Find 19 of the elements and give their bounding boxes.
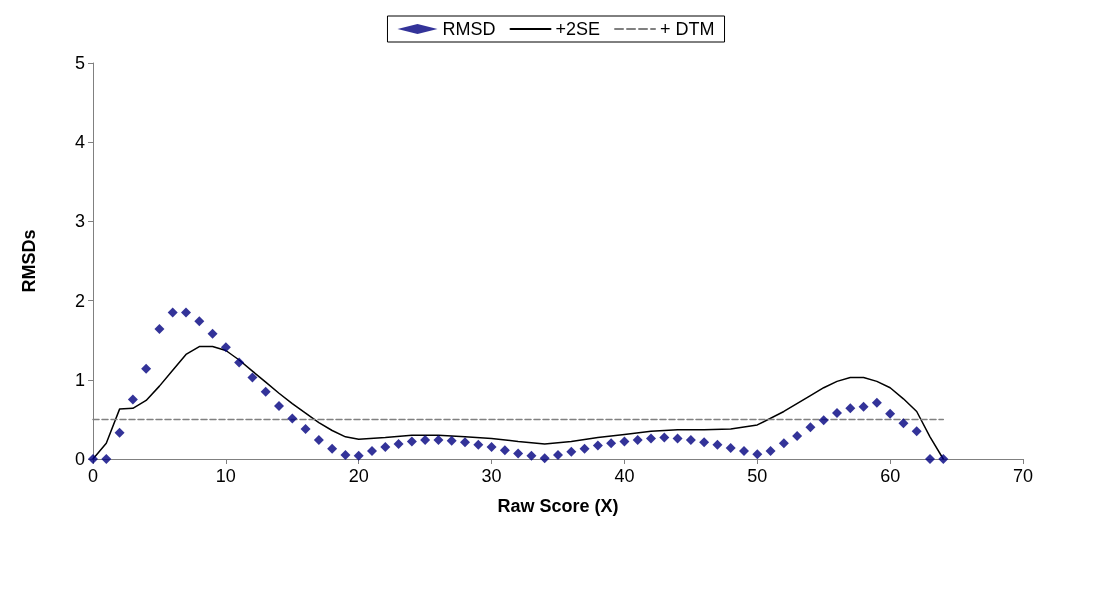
y-tick-label: 2 xyxy=(74,290,85,311)
y-axis-title: RMSDs xyxy=(19,229,39,293)
x-tick-label: 0 xyxy=(87,466,99,486)
x-tick-label: 30 xyxy=(481,466,502,486)
x-tick-label: 40 xyxy=(614,466,635,486)
y-tick-label: 0 xyxy=(74,449,85,469)
x-tick-label: 50 xyxy=(747,466,768,486)
legend-label: +2SE xyxy=(555,19,601,39)
x-tick-label: 70 xyxy=(1012,466,1034,486)
y-tick-label: 1 xyxy=(74,369,85,390)
legend-label: + DTM xyxy=(660,19,715,39)
x-tick-label: 10 xyxy=(215,466,236,486)
legend-label: RMSD xyxy=(442,19,496,39)
x-tick-label: 60 xyxy=(880,466,901,486)
x-axis-title: Raw Score (X) xyxy=(497,496,619,516)
x-tick-label: 20 xyxy=(348,466,369,486)
y-tick-label: 5 xyxy=(74,53,85,73)
y-tick-label: 4 xyxy=(74,132,85,153)
y-tick-label: 3 xyxy=(74,211,85,232)
